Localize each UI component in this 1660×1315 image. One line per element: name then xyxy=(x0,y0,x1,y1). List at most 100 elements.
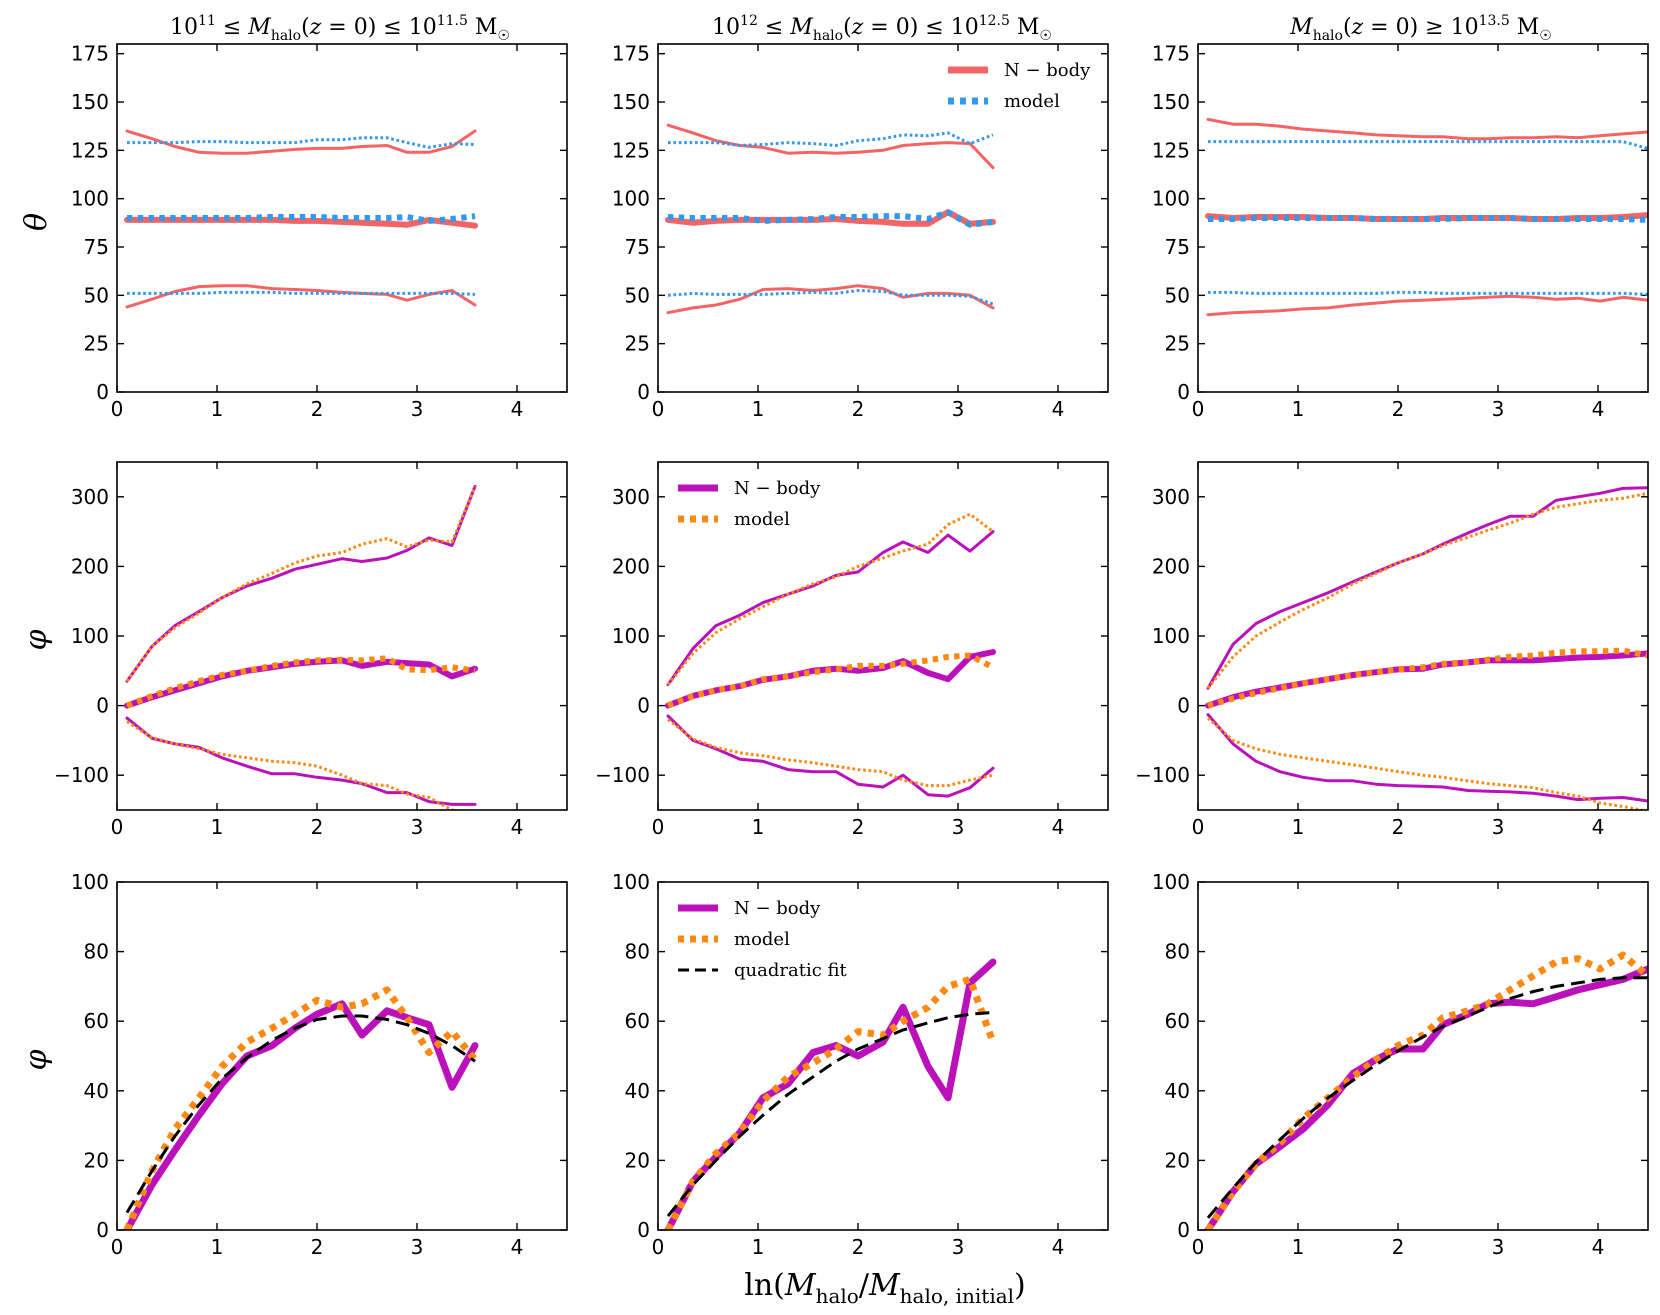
x-tick-label: 1 xyxy=(211,397,224,421)
series-nbody-2 xyxy=(125,284,477,309)
y-tick-label: 60 xyxy=(1165,1009,1190,1033)
y-tick-label: 0 xyxy=(637,694,650,718)
panel-frame xyxy=(1197,43,1649,393)
x-tick-label: 2 xyxy=(311,815,324,839)
y-tick-label: −100 xyxy=(1135,763,1190,787)
series-model-5 xyxy=(667,718,994,788)
series-nbody-2 xyxy=(1206,294,1648,317)
y-tick-label: 200 xyxy=(612,554,650,578)
y-tick-label: 0 xyxy=(1177,380,1190,404)
y-tick-label: −100 xyxy=(54,763,109,787)
y-tick-label: 100 xyxy=(612,870,650,894)
x-tick-label: 2 xyxy=(311,397,324,421)
x-tick-label: 2 xyxy=(311,1235,324,1259)
x-tick-label: 1 xyxy=(752,815,765,839)
panel-frame xyxy=(116,43,568,393)
series-nbody-2 xyxy=(666,714,995,798)
x-tick-label: 4 xyxy=(1592,815,1605,839)
y-tick-label: 0 xyxy=(96,1218,109,1242)
y-tick-label: 0 xyxy=(637,1218,650,1242)
x-tick-label: 1 xyxy=(752,397,765,421)
series-nbody-0 xyxy=(1206,486,1648,690)
x-tick-label: 4 xyxy=(511,815,524,839)
x-tick-label: 2 xyxy=(852,815,865,839)
y-tick-label: 25 xyxy=(84,332,109,356)
y-tick-label: 0 xyxy=(96,380,109,404)
x-tick-label: 1 xyxy=(1292,1235,1305,1259)
x-tick-label: 3 xyxy=(952,1235,965,1259)
y-tick-label: 75 xyxy=(625,235,650,259)
y-tick-label: 40 xyxy=(1165,1079,1190,1103)
x-tick-label: 0 xyxy=(1192,397,1205,421)
x-tick-label: 3 xyxy=(952,397,965,421)
series-model-5 xyxy=(1208,290,1648,296)
x-tick-label: 2 xyxy=(1392,1235,1405,1259)
series-model-4 xyxy=(666,652,995,709)
panel-r1-c3: 0 1 2 3 4 0 25 50 75 100 125 150 175 xyxy=(1152,42,1649,421)
x-tick-label: 0 xyxy=(111,815,124,839)
panel-r2-c3: 0 1 2 3 4 −100 0 100 200 300 xyxy=(1135,461,1649,839)
x-tick-label: 1 xyxy=(1292,815,1305,839)
x-tick-label: 0 xyxy=(652,397,665,421)
series-group xyxy=(1205,486,1648,810)
series-group xyxy=(1205,117,1648,317)
panel-frame xyxy=(116,461,568,811)
y-tick-label: 100 xyxy=(1152,187,1190,211)
y-tick-label: 50 xyxy=(625,283,650,307)
series-fit-2 xyxy=(666,1011,994,1218)
x-tick-label: 4 xyxy=(511,397,524,421)
legend-label-nbody: N − body xyxy=(734,898,821,919)
x-tick-label: 4 xyxy=(1592,397,1605,421)
panel-r2-c2: 0 1 2 3 4 −100 0 100 200 300 N − body model xyxy=(595,461,1109,839)
x-tick-label: 1 xyxy=(1292,397,1305,421)
y-tick-label: 125 xyxy=(71,138,109,162)
panel-frame xyxy=(116,881,568,1231)
series-nbody-2 xyxy=(125,716,477,806)
series-model-3 xyxy=(1206,491,1648,690)
panel-frame xyxy=(1197,461,1649,811)
y-tick-label: 200 xyxy=(71,554,109,578)
column-title-1: 1011 ≤ Mhalo(z = 0) ≤ 1011.5 M☉ xyxy=(170,13,510,44)
x-tick-label: 4 xyxy=(1052,397,1065,421)
y-tick-label: 150 xyxy=(71,90,109,114)
x-tick-label: 3 xyxy=(952,815,965,839)
y-tick-label: 40 xyxy=(625,1079,650,1103)
series-nbody-0 xyxy=(1204,965,1648,1230)
y-tick-label: 0 xyxy=(637,380,650,404)
x-tick-label: 3 xyxy=(1492,1235,1505,1259)
x-tick-label: 2 xyxy=(852,397,865,421)
y-tick-label: 40 xyxy=(84,1079,109,1103)
y-tick-label: 300 xyxy=(612,485,650,509)
series-model-5 xyxy=(126,720,462,810)
panel-r2-c1: 0 1 2 3 4 −100 0 100 200 300 xyxy=(54,461,568,839)
legend-label-model: model xyxy=(734,509,790,530)
legend-label-model: model xyxy=(734,929,790,950)
y-tick-label: 100 xyxy=(612,624,650,648)
x-tick-label: 3 xyxy=(411,397,424,421)
x-tick-label: 2 xyxy=(1392,397,1405,421)
y-tick-label: 25 xyxy=(1165,332,1190,356)
series-model-5 xyxy=(667,289,994,306)
series-nbody-0 xyxy=(666,530,995,687)
y-tick-label: 125 xyxy=(612,138,650,162)
y-tick-label: 150 xyxy=(1152,90,1190,114)
series-model-3 xyxy=(127,136,476,149)
y-tick-label: 150 xyxy=(612,90,650,114)
x-tick-label: 0 xyxy=(111,1235,124,1259)
y-tick-label: 100 xyxy=(1152,870,1190,894)
series-group xyxy=(665,512,996,798)
x-tick-label: 3 xyxy=(1492,815,1505,839)
y-tick-label: 20 xyxy=(1165,1148,1190,1172)
series-nbody-0 xyxy=(125,484,477,683)
panel-frame xyxy=(1197,881,1649,1231)
series-group xyxy=(124,129,478,309)
series-model-3 xyxy=(1208,140,1648,150)
row-3-ylabel: φ xyxy=(19,1049,54,1070)
legend-label-nbody: N − body xyxy=(1004,60,1091,81)
series-nbody-2 xyxy=(1206,713,1648,803)
series-group xyxy=(123,986,479,1230)
legend-label-nbody: N − body xyxy=(734,478,821,499)
